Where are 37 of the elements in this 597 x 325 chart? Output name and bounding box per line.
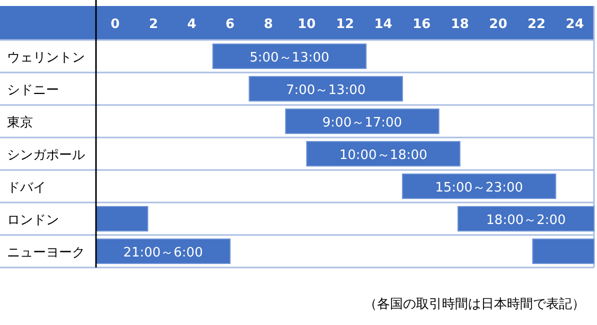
x-tick-label: 12 [336,17,354,32]
bar [285,108,440,134]
bar [212,44,367,69]
data-label: 18:00～2:00 [486,212,566,228]
data-label: 10:00～18:00 [339,148,428,163]
bar [96,238,231,264]
y-tick-label: シドニー [7,82,59,98]
data-label: 15:00～23:00 [435,180,524,196]
x-tick-label: 10 [298,17,316,32]
x-tick-label: 8 [264,17,273,32]
y-tick-label: 東京 [7,115,33,130]
x-tick-label: 4 [187,17,196,32]
y-tick-label: ロンドン [7,212,59,228]
x-tick-label: 18 [450,17,469,32]
data-label: 9:00～17:00 [322,115,402,130]
y-tick-label: ウェリントン [7,50,85,66]
bar [532,238,594,264]
data-label: 7:00～13:00 [286,82,366,98]
x-tick-label: 20 [489,17,508,32]
text: （各国の取引時間は日本時間で表記） [364,297,585,312]
x-tick-label: 2 [148,17,158,32]
bar [96,206,148,232]
bar [248,76,403,102]
data-label: 21:00～6:00 [123,245,203,260]
bar [402,174,556,199]
bar [306,141,460,166]
x-tick-label: 6 [226,17,235,32]
x-tick-label: 0 [110,17,120,32]
x-tick-label: 14 [374,17,392,32]
bar [458,206,594,232]
x-tick-label: 22 [527,17,546,32]
y-tick-label: シンガポール [7,148,85,163]
y-tick-label: ニューヨーク [7,245,85,260]
y-tick-label: ドバイ [7,180,46,196]
data-label: 5:00～13:00 [250,50,330,66]
x-tick-label: 24 [566,17,584,32]
x-tick-label: 16 [412,17,431,32]
